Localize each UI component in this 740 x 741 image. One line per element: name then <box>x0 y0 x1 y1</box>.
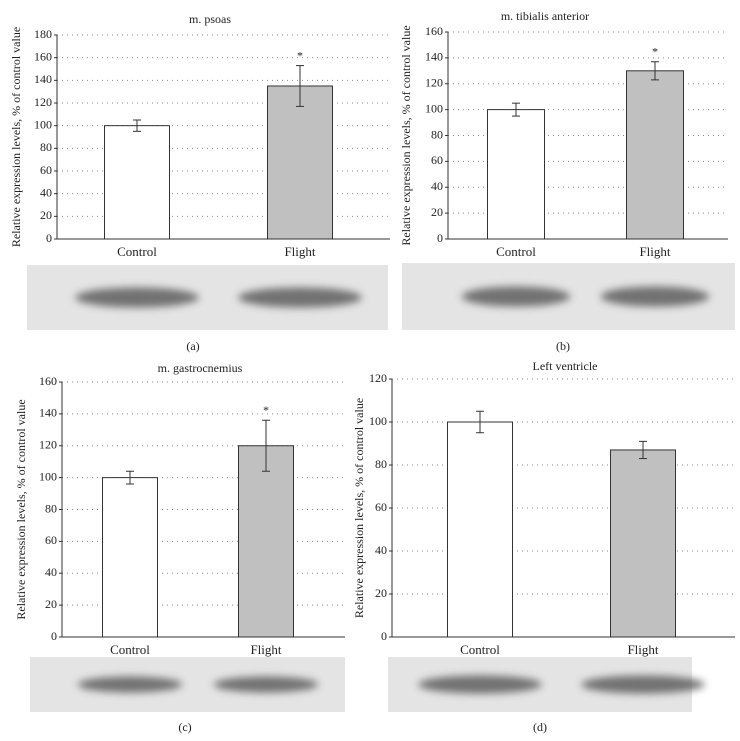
chart-panel: m. psoas (a) 0 20 40 60 80 100 120 140 160 180 Relat… <box>9 12 390 353</box>
y-axis-label: Relative expression levels, % of control… <box>14 399 28 619</box>
y-tick-label: 20 <box>431 205 443 219</box>
bar <box>487 109 545 240</box>
blot-band <box>75 287 199 308</box>
y-tick-label: 120 <box>369 371 387 385</box>
y-tick-label: 20 <box>45 597 57 611</box>
bar <box>102 477 158 638</box>
y-tick-label: 140 <box>39 406 57 420</box>
y-tick-label: 40 <box>375 543 387 557</box>
significance-marker: * <box>297 48 303 62</box>
y-tick-label: 0 <box>381 629 387 643</box>
y-tick-label: 100 <box>425 101 443 115</box>
chart-panel: m. tibialis anterior (b) 0 20 40 60 80 100 120 14… <box>399 9 735 353</box>
y-tick-label: 0 <box>46 231 52 245</box>
y-tick-label: 20 <box>375 586 387 600</box>
y-axis-label: Relative expression levels, % of control… <box>352 398 366 618</box>
chart-title: Left ventricle <box>533 359 598 373</box>
y-tick-label: 0 <box>437 231 443 245</box>
y-tick-label: 140 <box>34 72 52 86</box>
panel-label: (c) <box>178 720 191 734</box>
bar <box>610 449 676 638</box>
panel-label: (d) <box>533 720 547 734</box>
panel-label: (a) <box>186 339 199 353</box>
y-tick-label: 60 <box>431 153 443 167</box>
y-tick-label: 100 <box>39 469 57 483</box>
panel-label: (b) <box>556 339 570 353</box>
bar <box>447 421 513 638</box>
bar <box>626 70 684 240</box>
x-tick-label: Control <box>117 244 157 259</box>
y-tick-label: 60 <box>45 533 57 547</box>
blot-band <box>213 676 319 693</box>
y-tick-label: 80 <box>431 127 443 141</box>
blot-band <box>581 675 705 694</box>
bar <box>238 445 294 638</box>
y-tick-label: 140 <box>425 50 443 64</box>
chart-title: m. gastrocnemius <box>158 361 243 375</box>
y-tick-label: 120 <box>39 438 57 452</box>
significance-marker: * <box>652 45 658 59</box>
y-tick-label: 40 <box>45 565 57 579</box>
blot-band <box>600 286 710 307</box>
x-tick-label: Flight <box>250 642 281 657</box>
y-tick-label: 80 <box>45 501 57 515</box>
chart-panel: Left ventricle (d) 0 20 40 60 80 100 120Relative… <box>352 359 735 734</box>
y-tick-label: 0 <box>51 629 57 643</box>
y-tick-label: 80 <box>40 140 52 154</box>
blot-band <box>418 675 542 694</box>
y-tick-label: 160 <box>425 24 443 38</box>
y-tick-label: 40 <box>40 185 52 199</box>
blot-band <box>77 676 183 693</box>
y-tick-label: 40 <box>431 179 443 193</box>
x-tick-label: Control <box>110 642 150 657</box>
x-tick-label: Flight <box>627 642 658 657</box>
y-tick-label: 100 <box>369 414 387 428</box>
blot-band <box>238 287 362 308</box>
y-tick-label: 20 <box>40 208 52 222</box>
y-tick-label: 100 <box>34 117 52 131</box>
x-tick-label: Flight <box>284 244 315 259</box>
y-tick-label: 60 <box>40 163 52 177</box>
y-tick-label: 160 <box>39 374 57 388</box>
y-tick-label: 60 <box>375 500 387 514</box>
chart-title: m. psoas <box>189 12 231 26</box>
blot-band <box>461 286 571 307</box>
y-axis-label: Relative expression levels, % of control… <box>399 25 413 245</box>
x-tick-label: Control <box>460 642 500 657</box>
x-tick-label: Control <box>496 244 536 259</box>
bar <box>104 125 170 240</box>
bar <box>267 85 333 240</box>
y-tick-label: 120 <box>34 95 52 109</box>
y-tick-label: 180 <box>34 27 52 41</box>
y-tick-label: 120 <box>425 76 443 90</box>
y-tick-label: 160 <box>34 49 52 63</box>
y-axis-label: Relative expression levels, % of control… <box>9 27 23 247</box>
y-tick-label: 80 <box>375 457 387 471</box>
chart-panel: m. gastrocnemius (c) 0 20 40 60 80 100 120 140 160… <box>14 361 345 734</box>
x-tick-label: Flight <box>639 244 670 259</box>
chart-title: m. tibialis anterior <box>501 9 589 23</box>
significance-marker: * <box>263 403 269 417</box>
